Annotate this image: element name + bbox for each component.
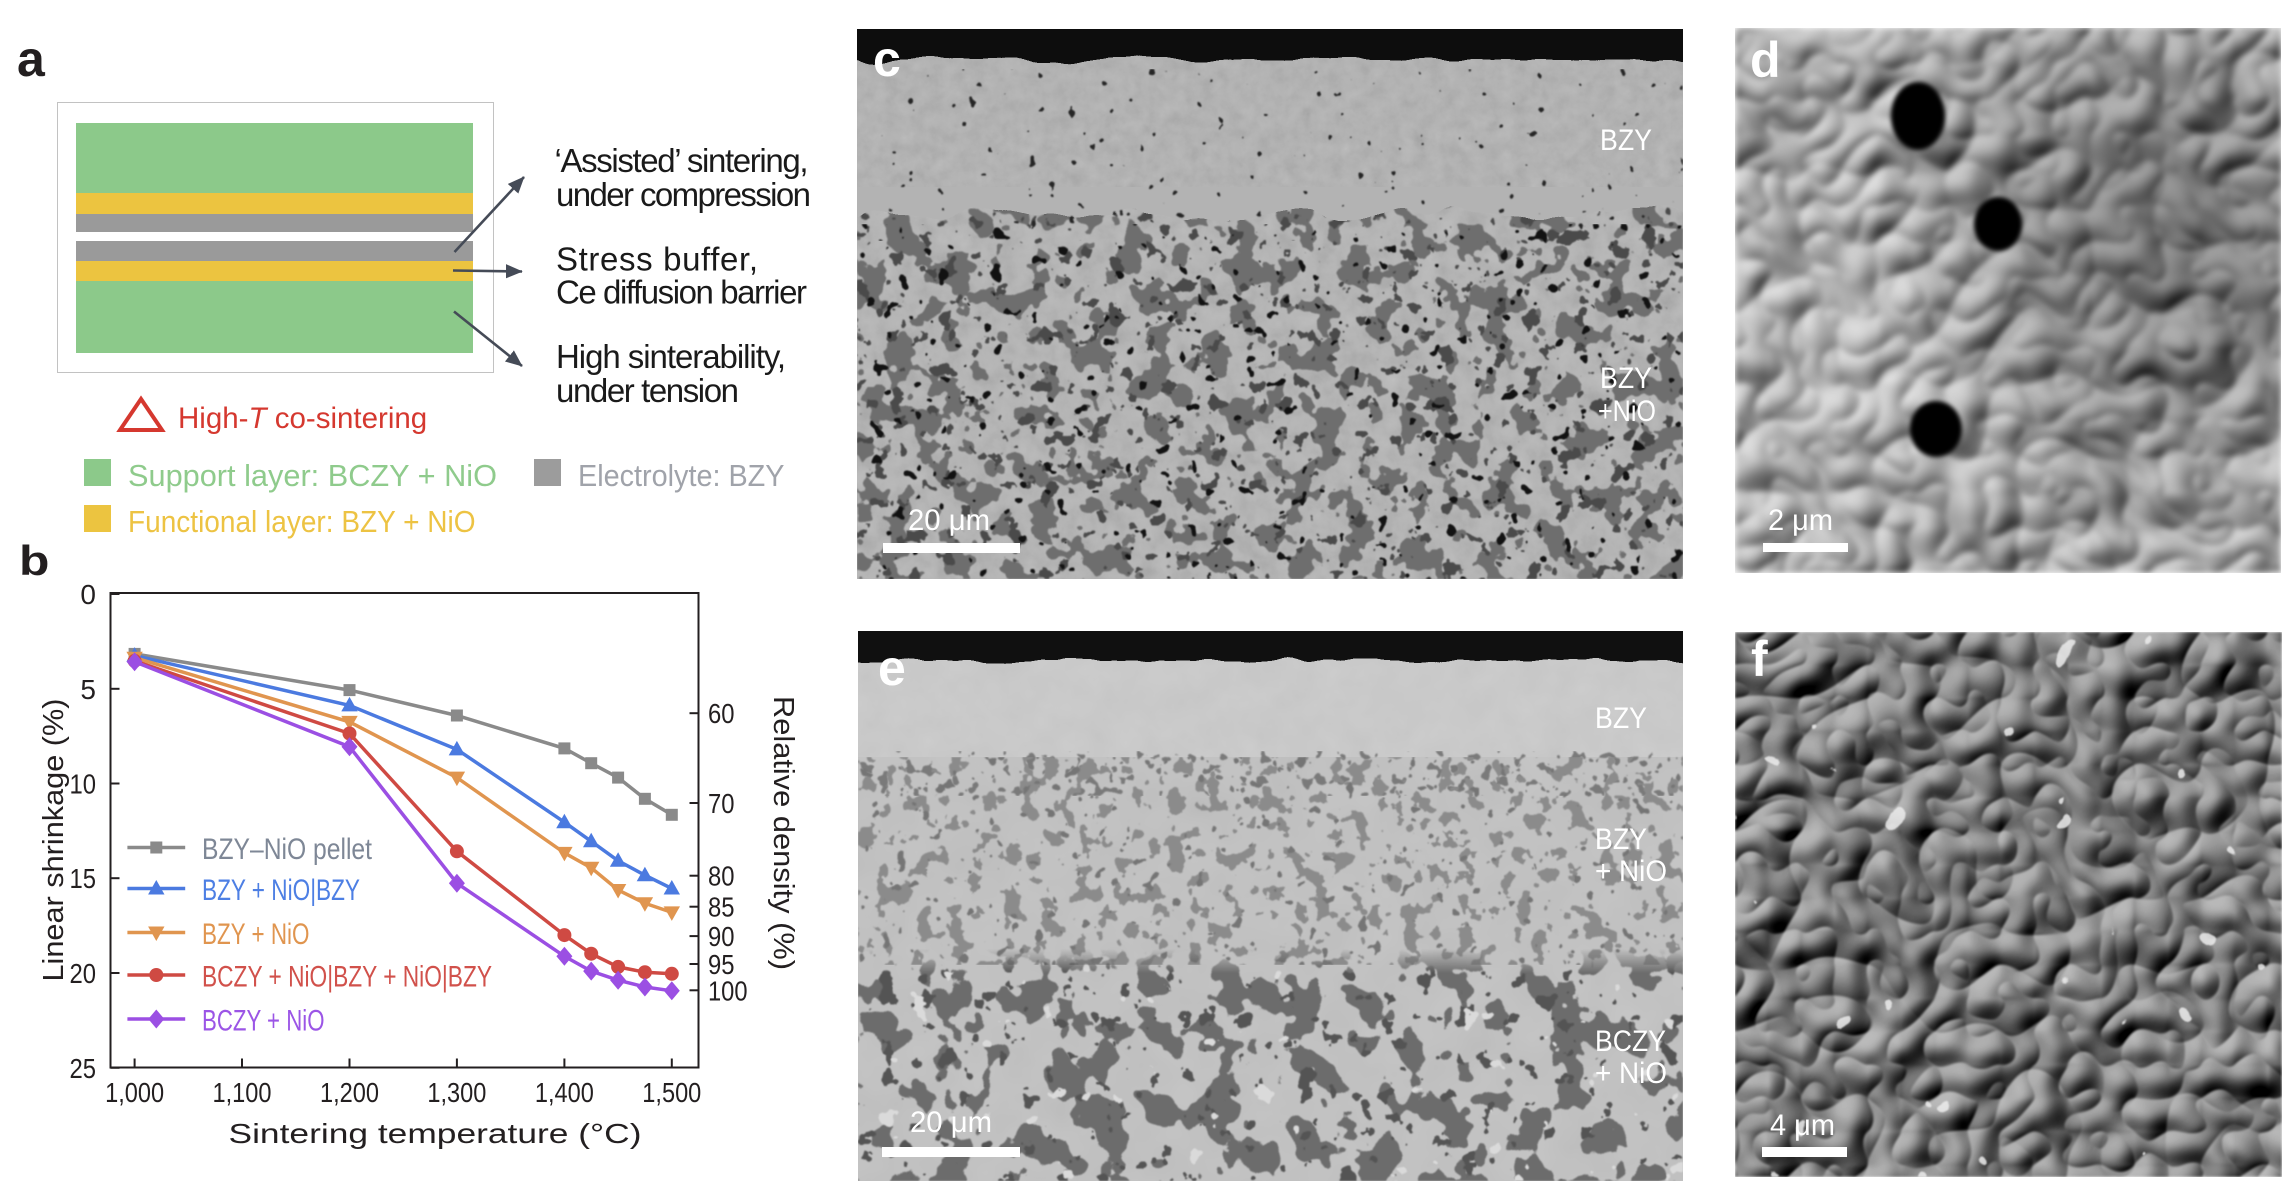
svg-text:BZY: BZY xyxy=(1600,124,1652,157)
svg-text:e: e xyxy=(878,640,906,696)
svg-text:Stress buffer,: Stress buffer, xyxy=(556,241,758,278)
svg-text:under tension: under tension xyxy=(556,372,739,409)
svg-text:c: c xyxy=(873,31,901,87)
svg-text:1,200: 1,200 xyxy=(320,1077,379,1108)
svg-text:under compression: under compression xyxy=(556,176,811,213)
svg-text:+ NiO: + NiO xyxy=(1595,855,1667,888)
svg-text:95: 95 xyxy=(708,949,735,980)
svg-text:BZY: BZY xyxy=(1595,702,1647,735)
svg-text:‘Assisted’ sintering,: ‘Assisted’ sintering, xyxy=(555,142,809,179)
svg-text:2 μm: 2 μm xyxy=(1768,504,1833,537)
svg-text:f: f xyxy=(1751,632,1768,687)
svg-text:Ce diffusion barrier: Ce diffusion barrier xyxy=(556,274,807,311)
svg-text:1,100: 1,100 xyxy=(213,1077,272,1108)
svg-text:BZY + NiO|BZY: BZY + NiO|BZY xyxy=(202,874,360,907)
svg-text:BZY: BZY xyxy=(1600,362,1652,395)
svg-text:+NiO: +NiO xyxy=(1598,395,1656,428)
svg-text:BZY + NiO: BZY + NiO xyxy=(202,918,310,951)
svg-text:20: 20 xyxy=(70,958,97,989)
svg-text:Functional layer: BZY + NiO: Functional layer: BZY + NiO xyxy=(128,504,476,539)
svg-text:1,400: 1,400 xyxy=(535,1077,594,1108)
svg-text:5: 5 xyxy=(80,674,96,705)
svg-text:High sinterability,: High sinterability, xyxy=(556,338,786,375)
svg-text:d: d xyxy=(1750,32,1781,88)
svg-text:20 μm: 20 μm xyxy=(908,504,990,537)
svg-text:85: 85 xyxy=(708,892,735,923)
svg-text:0: 0 xyxy=(80,579,96,610)
svg-text:1,500: 1,500 xyxy=(642,1077,701,1108)
svg-text:1,000: 1,000 xyxy=(105,1077,164,1108)
svg-text:Relative density (%): Relative density (%) xyxy=(767,696,799,970)
svg-text:High-T co-sintering: High-T co-sintering xyxy=(178,402,427,435)
svg-text:80: 80 xyxy=(708,861,735,892)
svg-text:BZY: BZY xyxy=(1595,823,1647,856)
svg-text:Linear shrinkage (%): Linear shrinkage (%) xyxy=(38,699,70,982)
svg-text:10: 10 xyxy=(70,769,97,800)
svg-text:+ NiO: + NiO xyxy=(1595,1057,1667,1090)
svg-text:Electrolyte: BZY: Electrolyte: BZY xyxy=(578,458,785,493)
svg-text:25: 25 xyxy=(70,1053,97,1084)
svg-text:20 μm: 20 μm xyxy=(910,1106,992,1139)
svg-text:15: 15 xyxy=(70,863,97,894)
svg-text:1,300: 1,300 xyxy=(427,1077,486,1108)
svg-text:Support layer: BCZY + NiO: Support layer: BCZY + NiO xyxy=(128,458,497,493)
svg-text:BZY–NiO pellet: BZY–NiO pellet xyxy=(202,833,373,866)
svg-text:60: 60 xyxy=(708,698,735,729)
svg-text:BCZY + NiO: BCZY + NiO xyxy=(202,1005,325,1038)
svg-text:90: 90 xyxy=(708,921,735,952)
svg-text:BCZY + NiO|BZY + NiO|BZY: BCZY + NiO|BZY + NiO|BZY xyxy=(202,961,492,994)
svg-text:4 μm: 4 μm xyxy=(1770,1109,1835,1142)
svg-text:70: 70 xyxy=(708,788,735,819)
svg-text:100: 100 xyxy=(708,975,748,1006)
svg-text:BCZY: BCZY xyxy=(1595,1025,1666,1058)
svg-text:Sintering temperature (°C): Sintering temperature (°C) xyxy=(229,1118,642,1149)
